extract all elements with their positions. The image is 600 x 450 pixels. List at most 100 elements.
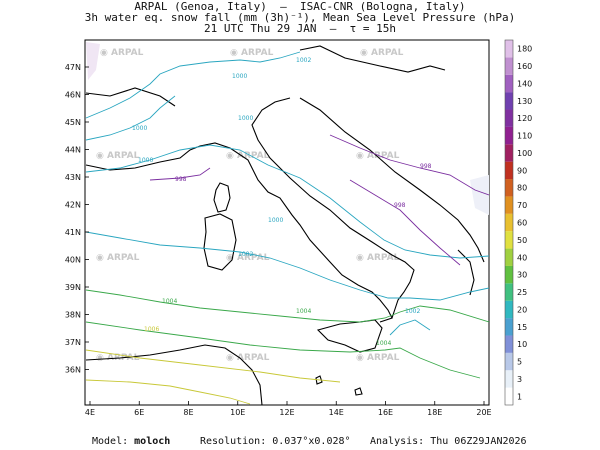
colorbar-label: 15: [517, 323, 527, 332]
colorbar-label: 140: [517, 79, 532, 88]
colorbar-label: 20: [517, 305, 527, 314]
lon-label: 4E: [85, 408, 95, 417]
resolution-value: 0.037°x0.028°: [272, 436, 351, 447]
isobar-label: 998: [420, 163, 432, 170]
colorbar-label: 110: [517, 132, 532, 141]
colorbar-segment: [505, 57, 513, 75]
colorbar-label: 60: [517, 219, 527, 228]
isobar: [85, 95, 176, 141]
model-label: Model:: [92, 436, 129, 447]
colorbar-label: 5: [517, 358, 522, 367]
lon-label: 18E: [427, 408, 442, 417]
footer-analysis: Analysis: Thu 06Z29JAN2026: [370, 436, 527, 447]
colorbar-segment: [505, 387, 513, 405]
map-frame: [84, 39, 490, 406]
lon-label: 20E: [476, 408, 491, 417]
corsica: [213, 182, 231, 213]
watermark-text: ◉ ARPAL: [96, 253, 140, 263]
title-line-1: ARPAL (Genoa, Italy) — ISAC-CNR (Bologna…: [134, 0, 466, 13]
isobar: [149, 167, 211, 181]
colorbar-segment: [505, 144, 513, 162]
lat-label: 38N: [65, 311, 81, 320]
colorbar-segment: [505, 248, 513, 266]
isobar: [349, 179, 461, 266]
colorbar-segment: [505, 231, 513, 249]
colorbar-segment: [505, 74, 513, 93]
colorbar-segment: [505, 40, 513, 58]
colorbar-label: 180: [517, 45, 532, 54]
isobar-label: 1000: [238, 115, 253, 122]
footer-model: Model: moloch: [92, 436, 170, 447]
lat-label: 47N: [65, 63, 81, 72]
lat-label: 46N: [65, 91, 81, 100]
colorbar-segment: [505, 179, 513, 197]
isobar: [85, 321, 481, 379]
colorbar-label: 30: [517, 271, 527, 280]
isobar-label: 998: [394, 202, 406, 209]
watermark-text: ◉ ARPAL: [226, 353, 270, 363]
snowfall-shade: [470, 175, 489, 215]
analysis-label: Analysis:: [370, 436, 425, 447]
isobar: [85, 379, 251, 405]
colorbar-label: 120: [517, 114, 532, 123]
watermark-text: ◉ ARPAL: [360, 48, 404, 58]
footer-resolution: Resolution: 0.037°x0.028°: [200, 436, 351, 447]
colorbar-label: 1: [517, 392, 522, 401]
lat-label: 44N: [65, 146, 81, 155]
colorbar-segment: [505, 109, 513, 127]
coastline-greece: [457, 249, 475, 296]
colorbar-label: 100: [517, 149, 532, 158]
isobar-label: 1000: [138, 157, 153, 164]
title-line-3: 21 UTC Thu 29 JAN — τ = 15h: [203, 22, 397, 35]
analysis-value: Thu 06Z29JAN2026: [430, 436, 527, 447]
colorbar-label: 50: [517, 236, 527, 245]
lon-label: 6E: [134, 408, 144, 417]
coastline-north: [299, 45, 446, 73]
isobar-label: 1002: [238, 251, 253, 258]
colorbar: 1 3 5 10 15 20 25 30 40 50 60 70 80 90 100 110 120 130 140…: [504, 39, 532, 406]
watermark-text: ◉ ARPAL: [100, 48, 144, 58]
lat-label: 37N: [65, 338, 81, 347]
lat-label: 41N: [65, 228, 81, 237]
isobar: [85, 231, 489, 301]
coastline-alps-west: [85, 87, 176, 107]
island: [315, 375, 323, 385]
isobar-label: 1002: [296, 57, 311, 64]
watermark-text: ◉ ARPAL: [356, 151, 400, 161]
colorbar-segment: [505, 213, 513, 232]
coastlines: [85, 45, 485, 405]
watermark-text: ◉ ARPAL: [226, 151, 270, 161]
coastline-italy-east: [251, 97, 415, 319]
colorbar-segment: [505, 318, 513, 336]
colorbar-segment: [505, 335, 513, 353]
isobar-label: 1000: [132, 125, 147, 132]
snowfall-shade: [86, 42, 100, 80]
isobar: [85, 289, 489, 323]
isobar: [85, 349, 341, 383]
watermark-text: ◉ ARPAL: [226, 253, 270, 263]
colorbar-frame: [504, 39, 514, 406]
watermark-text: ◉ ARPAL: [230, 48, 274, 58]
isobar-label: 1004: [376, 340, 391, 347]
isobar-label: 1006: [144, 326, 159, 333]
lat-label: 39N: [65, 283, 81, 292]
isobars: [85, 51, 489, 405]
colorbar-segment: [505, 283, 513, 301]
colorbar-label: 25: [517, 288, 527, 297]
colorbar-label: 80: [517, 184, 527, 193]
lat-label: 36N: [65, 366, 81, 375]
lat-label: 40N: [65, 256, 81, 265]
lon-label: 14E: [329, 408, 344, 417]
sicily: [316, 319, 383, 353]
colorbar-segment: [505, 265, 513, 284]
sardinia: [203, 213, 237, 271]
isobar: [389, 319, 431, 336]
colorbar-label: 130: [517, 97, 532, 106]
isobar-label: 1000: [232, 73, 247, 80]
colorbar-segment: [505, 370, 513, 388]
watermark-text: ◉ ARPAL: [356, 353, 400, 363]
coastline-africa: [85, 344, 263, 405]
coastline-italy-west: [85, 142, 393, 323]
colorbar-segment: [505, 352, 513, 371]
